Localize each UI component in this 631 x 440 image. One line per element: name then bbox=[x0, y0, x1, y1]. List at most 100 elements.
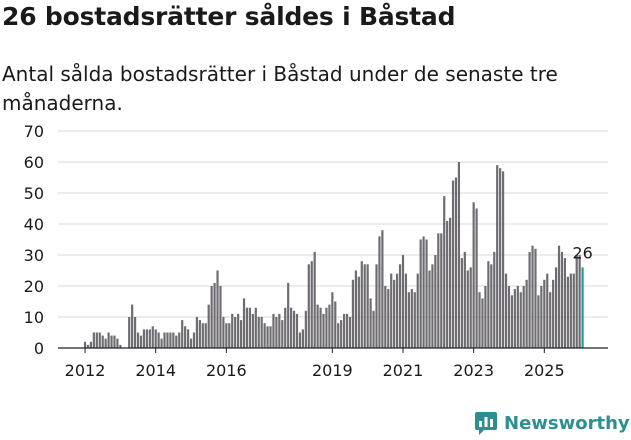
bar bbox=[136, 332, 140, 348]
bar bbox=[92, 332, 95, 348]
bar bbox=[340, 320, 343, 348]
bar bbox=[516, 286, 519, 348]
bar bbox=[381, 230, 384, 348]
bar bbox=[331, 292, 334, 348]
bar bbox=[416, 273, 419, 348]
bar bbox=[319, 307, 322, 348]
y-axis-tick-labels: 0 10 20 30 40 50 60 70 bbox=[24, 122, 44, 358]
bar bbox=[563, 258, 567, 348]
bar bbox=[228, 323, 231, 348]
bar bbox=[163, 332, 166, 348]
bar bbox=[387, 289, 390, 348]
bar bbox=[569, 273, 572, 348]
bar bbox=[272, 313, 275, 348]
bar bbox=[566, 276, 569, 348]
bar-latest bbox=[581, 267, 584, 348]
bar bbox=[260, 317, 263, 348]
bar bbox=[501, 171, 505, 348]
bar bbox=[351, 279, 355, 348]
bar bbox=[390, 273, 393, 348]
bar bbox=[378, 236, 381, 348]
bar bbox=[525, 279, 528, 348]
bar bbox=[446, 220, 449, 348]
bar bbox=[178, 332, 181, 348]
bar bbox=[396, 273, 399, 348]
bar bbox=[372, 310, 375, 348]
bar bbox=[369, 298, 372, 348]
bar bbox=[186, 329, 190, 348]
bar bbox=[425, 239, 428, 348]
bar bbox=[546, 273, 549, 348]
bar bbox=[160, 338, 163, 348]
bar bbox=[504, 273, 508, 348]
bar bbox=[560, 251, 564, 348]
bar bbox=[393, 279, 396, 348]
bar bbox=[466, 270, 469, 348]
bar bbox=[360, 261, 363, 348]
bar bbox=[148, 329, 151, 348]
bar bbox=[537, 295, 540, 348]
bar bbox=[189, 338, 193, 348]
bar bbox=[201, 323, 204, 348]
x-axis-tick-labels: 2012 2014 2016 2019 2021 2023 2025 bbox=[65, 348, 565, 380]
bar bbox=[110, 335, 113, 348]
bar bbox=[522, 286, 525, 348]
bar bbox=[101, 335, 104, 348]
bar bbox=[295, 313, 299, 348]
bar bbox=[254, 307, 257, 348]
y-tick-label: 20 bbox=[24, 277, 44, 296]
bar bbox=[463, 251, 466, 348]
bar bbox=[325, 307, 328, 348]
bar bbox=[384, 286, 387, 348]
bar bbox=[422, 236, 425, 348]
bar bbox=[257, 317, 260, 348]
bar bbox=[493, 251, 496, 348]
bar bbox=[225, 323, 228, 348]
x-tick-label: 2012 bbox=[65, 361, 106, 380]
bar bbox=[290, 307, 293, 348]
bar bbox=[192, 332, 196, 348]
y-tick-label: 70 bbox=[24, 122, 44, 141]
bar bbox=[157, 332, 160, 348]
bar bbox=[343, 313, 346, 348]
bar bbox=[245, 307, 249, 348]
bar bbox=[419, 239, 422, 348]
x-tick-label: 2019 bbox=[312, 361, 353, 380]
y-tick-label: 10 bbox=[24, 308, 44, 327]
bar bbox=[139, 335, 143, 348]
newsworthy-chart-icon bbox=[475, 412, 497, 435]
bar bbox=[337, 323, 340, 348]
bar bbox=[481, 298, 484, 348]
bar bbox=[207, 304, 210, 348]
bar bbox=[410, 289, 413, 348]
bar bbox=[213, 282, 216, 348]
bar bbox=[275, 317, 278, 348]
x-tick-label: 2021 bbox=[383, 361, 424, 380]
gridlines bbox=[58, 130, 608, 318]
bar bbox=[328, 304, 331, 348]
bar bbox=[449, 217, 452, 348]
bar bbox=[519, 292, 522, 348]
bars bbox=[83, 162, 584, 348]
bar bbox=[154, 329, 157, 348]
bar bbox=[219, 286, 222, 348]
bar bbox=[89, 341, 93, 348]
bar bbox=[113, 335, 116, 348]
bar bbox=[428, 270, 431, 348]
bar bbox=[181, 320, 184, 348]
bar bbox=[322, 313, 325, 348]
bar bbox=[210, 286, 213, 348]
bar bbox=[204, 323, 207, 348]
bar bbox=[301, 329, 304, 348]
bar bbox=[298, 332, 302, 348]
latest-value-label: 26 bbox=[572, 243, 592, 262]
bar bbox=[490, 264, 493, 348]
bar bbox=[198, 320, 201, 348]
bar bbox=[239, 320, 243, 348]
bar bbox=[499, 168, 502, 348]
bar bbox=[510, 295, 514, 348]
x-tick-label: 2023 bbox=[453, 361, 494, 380]
newsworthy-logo[interactable]: Newsworthy bbox=[474, 406, 630, 440]
bar bbox=[278, 313, 281, 348]
bar bbox=[413, 292, 416, 348]
